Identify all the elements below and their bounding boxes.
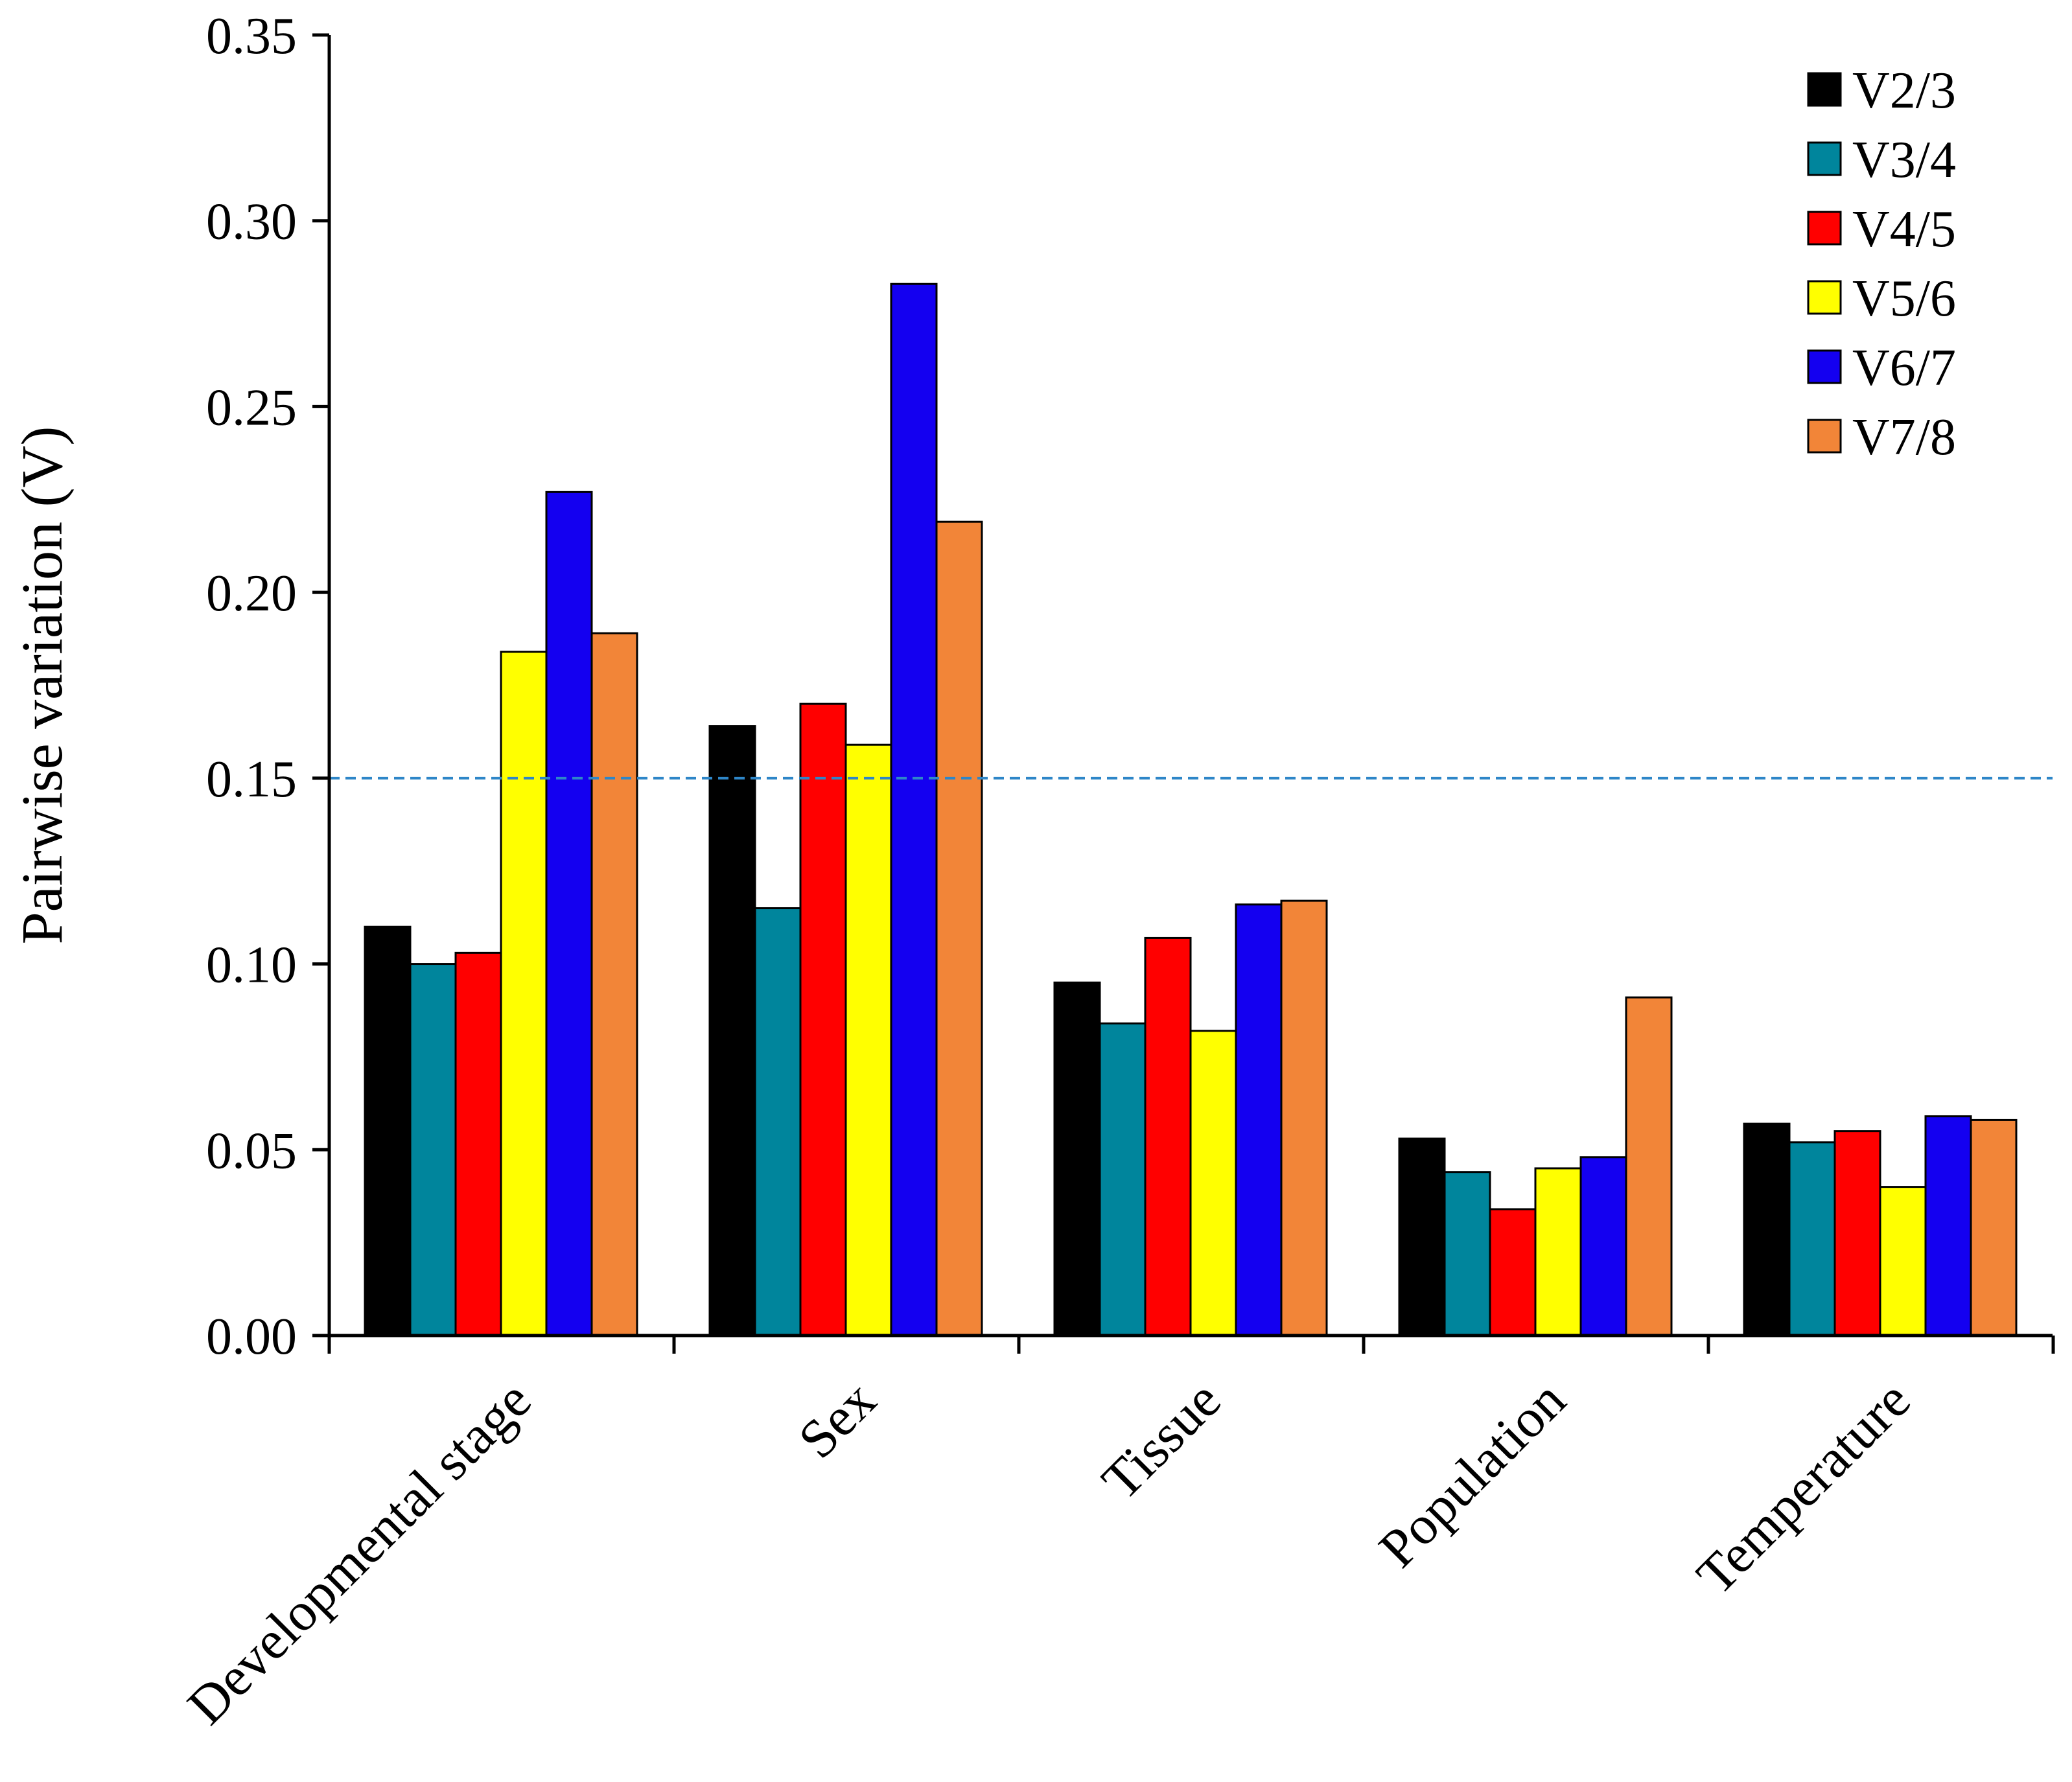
bar-v7-8 [1970,1118,2018,1337]
bar-v4-5 [799,702,847,1337]
bar-v3-4 [1788,1141,1836,1337]
bar-v6-7 [1924,1115,1972,1337]
bar-v5-6 [1189,1030,1237,1337]
bar-v6-7 [545,491,593,1337]
bar-v3-4 [1443,1171,1491,1337]
legend-swatch [1807,349,1842,384]
legend-label: V7/8 [1852,409,1956,466]
bar-v5-6 [1534,1167,1582,1337]
bar-v5-6 [1879,1186,1927,1337]
bar-v2-3 [1743,1122,1791,1337]
bar-v4-5 [454,951,502,1337]
bar-v5-6 [844,743,892,1337]
bars [364,283,2018,1337]
y-axis-title: Pairwise variation (V) [10,426,75,945]
bar-v7-8 [590,632,638,1337]
x-axis-labels: Developmental stage Sex Tissue Population Te… [176,1370,1922,1737]
legend-swatch [1807,280,1842,315]
bar-v7-8 [1280,899,1328,1337]
bar-v6-7 [1579,1156,1627,1337]
bar-v2-3 [1398,1137,1446,1337]
x-axis-ticks [327,1336,2055,1354]
bar-v2-3 [1053,981,1101,1337]
legend-swatch [1807,419,1842,454]
legend-label: V2/3 [1852,62,1956,119]
y-tick-label: 0.30 [206,194,297,251]
y-tick-label: 0.15 [206,751,297,808]
bar-v6-7 [890,283,938,1337]
bar-v2-3 [708,725,756,1337]
x-category-label: Tissue [1091,1370,1233,1512]
bar-v7-8 [1625,996,1673,1337]
legend: V2/3 V3/4 V4/5 V5/6 V6/7 V7/8 [1807,62,1956,466]
bar-v4-5 [1833,1130,1881,1337]
y-tick-label: 0.20 [206,565,297,622]
legend-swatch [1807,211,1842,246]
y-tick-label: 0.35 [206,8,297,65]
bar-v2-3 [364,925,412,1337]
x-category-label: Temperature [1685,1370,1922,1606]
bar-v5-6 [500,651,548,1337]
legend-label: V3/4 [1852,132,1956,189]
legend-label: V6/7 [1852,340,1956,397]
bar-v4-5 [1489,1208,1537,1337]
x-category-label: Sex [787,1370,888,1470]
x-category-label: Developmental stage [176,1370,543,1737]
y-tick-label: 0.00 [206,1308,297,1365]
bar-v3-4 [1099,1022,1147,1337]
y-axis-ticks: 0.00 0.05 0.10 0.15 0.20 0.25 0.30 0.35 [206,8,329,1365]
legend-label: V5/6 [1852,270,1956,327]
legend-swatch [1807,141,1842,176]
bar-v4-5 [1144,936,1192,1337]
x-category-label: Population [1368,1370,1577,1579]
y-tick-label: 0.25 [206,379,297,436]
bar-v3-4 [754,907,802,1337]
y-tick-label: 0.10 [206,937,297,994]
bar-v3-4 [409,963,457,1337]
y-tick-label: 0.05 [206,1122,297,1179]
bar-v7-8 [935,520,983,1337]
legend-swatch [1807,72,1842,107]
bar-v6-7 [1235,903,1283,1337]
legend-label: V4/5 [1852,201,1956,258]
